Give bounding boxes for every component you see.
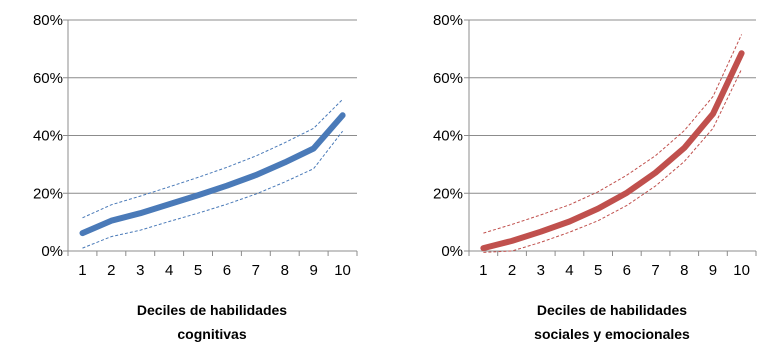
x-axis-label-line-2: sociales y emocionales bbox=[534, 326, 690, 342]
y-tick-label: 80% bbox=[433, 12, 463, 29]
x-tick-label: 1 bbox=[479, 262, 487, 279]
x-tick-label: 7 bbox=[252, 262, 260, 279]
x-tick-label: 1 bbox=[78, 262, 86, 279]
y-tick-label: 20% bbox=[433, 185, 463, 202]
y-tick-label: 20% bbox=[33, 185, 63, 202]
y-tick-label: 60% bbox=[33, 70, 63, 87]
x-axis-label-line-2: cognitivas bbox=[177, 326, 246, 342]
series-line-lower-bound bbox=[483, 68, 743, 253]
x-tick-label: 9 bbox=[309, 262, 317, 279]
y-tick-label: 0% bbox=[441, 243, 463, 260]
series-line-estimate bbox=[79, 112, 346, 237]
x-tick-label: 2 bbox=[508, 262, 516, 279]
x-tick-label: 3 bbox=[136, 262, 144, 279]
series-line-upper-bound bbox=[82, 99, 343, 219]
x-tick-label: 5 bbox=[194, 262, 202, 279]
y-tick-label: 0% bbox=[41, 243, 63, 260]
x-axis-label-line-1: Deciles de habilidades bbox=[137, 302, 287, 318]
x-tick-label: 10 bbox=[733, 262, 750, 279]
series-line-estimate bbox=[480, 50, 745, 252]
x-tick-label: 4 bbox=[165, 262, 173, 279]
x-tick-label: 5 bbox=[594, 262, 602, 279]
y-tick-label: 80% bbox=[33, 12, 63, 29]
y-tick-label: 40% bbox=[433, 128, 463, 145]
y-tick-label: 60% bbox=[433, 70, 463, 87]
chart-panel-2: 0% 20% 40% 60% 80% 1 2 3 4 5 6 7 8 9 10 Deciles de habi… bbox=[433, 12, 757, 342]
x-tick-label: 3 bbox=[537, 262, 545, 279]
series-line-lower-bound bbox=[82, 130, 343, 249]
y-tick-label: 40% bbox=[33, 128, 63, 145]
x-tick-label: 2 bbox=[107, 262, 115, 279]
x-axis-label-line-1: Deciles de habilidades bbox=[537, 302, 687, 318]
x-tick-label: 4 bbox=[565, 262, 573, 279]
x-tick-label: 8 bbox=[680, 262, 688, 279]
chart-panel-1: 0% 20% 40% 60% 80% 1 2 3 4 5 6 7 8 9 10 Deciles de habi… bbox=[33, 12, 358, 342]
x-tick-label: 6 bbox=[223, 262, 231, 279]
x-tick-label: 6 bbox=[623, 262, 631, 279]
series-line-upper-bound bbox=[483, 34, 743, 234]
x-tick-label: 7 bbox=[651, 262, 659, 279]
x-tick-label: 9 bbox=[709, 262, 717, 279]
x-tick-label: 8 bbox=[281, 262, 289, 279]
x-tick-label: 10 bbox=[334, 262, 351, 279]
